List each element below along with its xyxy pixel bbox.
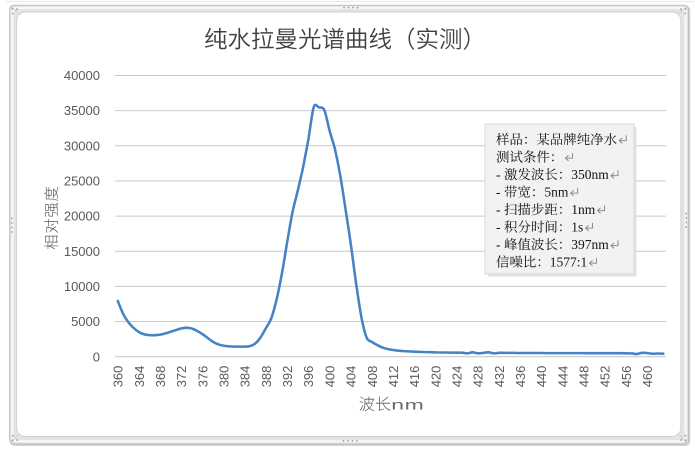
svg-text:397nm: 397nm [571, 237, 609, 252]
svg-text:40000: 40000 [64, 68, 100, 83]
svg-text:-: - [496, 167, 501, 182]
svg-text:1nm: 1nm [571, 202, 596, 217]
svg-text:-: - [496, 185, 501, 200]
svg-text:392: 392 [280, 366, 295, 388]
svg-text:35000: 35000 [64, 103, 100, 118]
svg-text:456: 456 [619, 366, 634, 388]
svg-text:400: 400 [322, 366, 337, 388]
svg-text:436: 436 [513, 366, 528, 388]
svg-text:364: 364 [132, 366, 147, 388]
svg-text:424: 424 [450, 366, 465, 388]
svg-text:360: 360 [111, 366, 126, 388]
svg-text:15000: 15000 [64, 244, 100, 259]
svg-text:428: 428 [471, 366, 486, 388]
svg-text:30000: 30000 [64, 138, 100, 153]
svg-text:404: 404 [344, 366, 359, 388]
svg-text:-: - [496, 237, 501, 252]
svg-text:452: 452 [598, 366, 613, 388]
svg-text:460: 460 [640, 366, 655, 388]
svg-text:412: 412 [386, 366, 401, 388]
svg-text:nm: nm [391, 398, 424, 414]
svg-text:25000: 25000 [64, 174, 100, 189]
svg-text:-: - [496, 202, 501, 217]
svg-text:432: 432 [492, 366, 507, 388]
svg-text:350nm: 350nm [571, 167, 609, 182]
svg-text:420: 420 [428, 366, 443, 388]
svg-text:388: 388 [259, 366, 274, 388]
svg-text:416: 416 [407, 366, 422, 388]
svg-text:380: 380 [217, 366, 232, 388]
svg-text:440: 440 [534, 366, 549, 388]
svg-text:444: 444 [555, 366, 570, 388]
svg-text:396: 396 [301, 366, 316, 388]
svg-text:408: 408 [365, 366, 380, 388]
svg-text:0: 0 [93, 349, 100, 364]
svg-text:5nm: 5nm [544, 185, 569, 200]
svg-text:372: 372 [174, 366, 189, 388]
svg-text:1577:1: 1577:1 [550, 255, 588, 270]
svg-text:368: 368 [153, 366, 168, 388]
svg-text:1s: 1s [571, 220, 583, 235]
svg-text:5000: 5000 [71, 314, 100, 329]
svg-text:-: - [496, 220, 501, 235]
svg-text:448: 448 [577, 366, 592, 388]
svg-text:20000: 20000 [64, 209, 100, 224]
svg-text:384: 384 [238, 366, 253, 388]
svg-text:376: 376 [195, 366, 210, 388]
svg-text:10000: 10000 [64, 279, 100, 294]
